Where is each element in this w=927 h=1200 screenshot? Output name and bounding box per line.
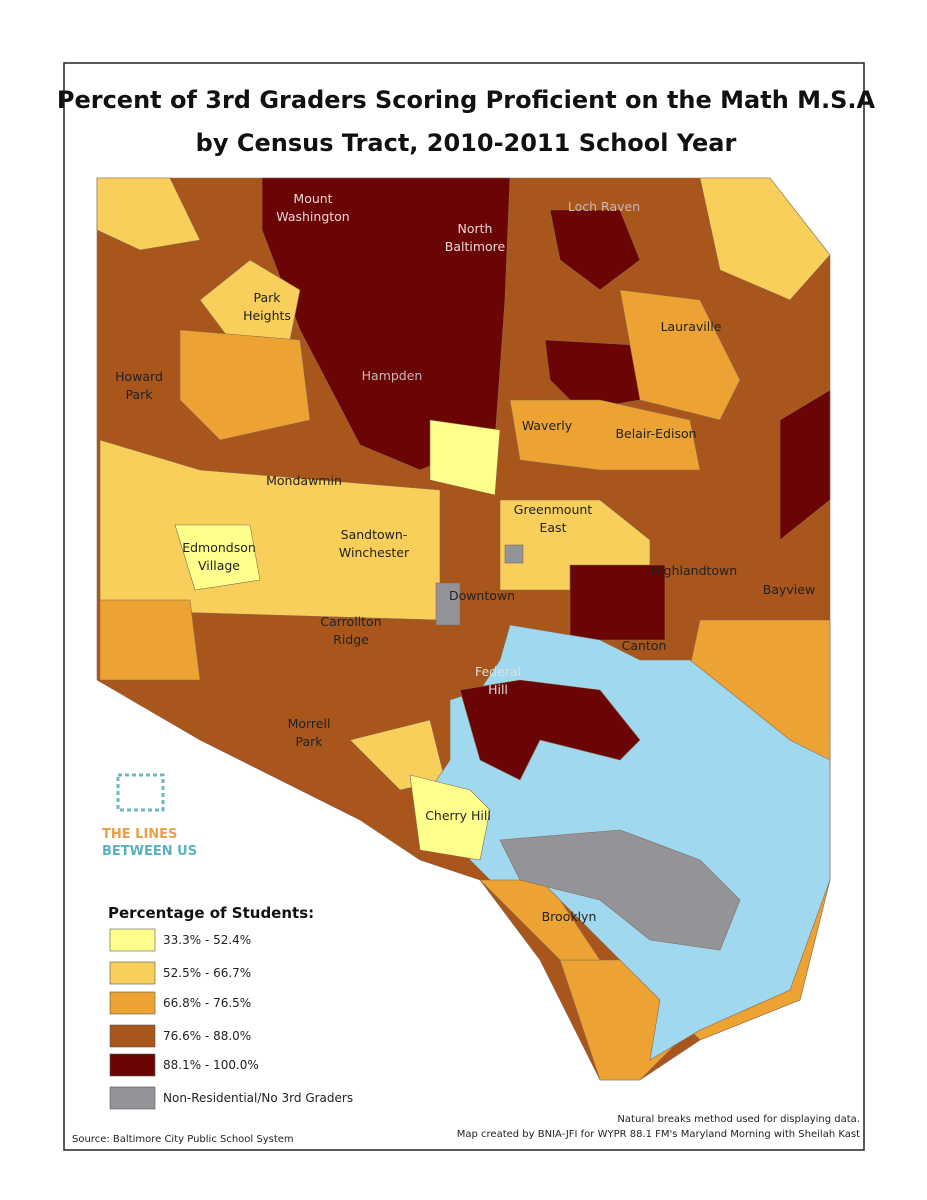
tract-area <box>569 564 666 641</box>
legend-swatch <box>109 961 156 985</box>
tract-area <box>509 399 701 471</box>
legend-swatch <box>109 1053 156 1077</box>
place-label: Belair-Edison <box>615 426 696 441</box>
non-residential <box>435 582 461 626</box>
tract-area <box>459 679 641 781</box>
place-label: Howard Park <box>115 369 163 402</box>
tract-area <box>174 524 261 591</box>
legend-swatch <box>109 1024 156 1048</box>
place-label-line: Belair-Edison <box>615 426 696 441</box>
place-label-line: Ridge <box>333 632 369 647</box>
place-label: Sandtown- Winchester <box>339 527 410 560</box>
place-label-line: Park <box>125 387 153 402</box>
place-label-line: Mondawmin <box>266 473 342 488</box>
place-label: Mondawmin <box>266 473 342 488</box>
place-label: Mount Washington <box>276 191 349 224</box>
legend-label: 76.6% - 88.0% <box>163 1029 251 1043</box>
non-residential <box>499 829 741 951</box>
place-label-line: North <box>458 221 493 236</box>
tract-area <box>99 599 201 681</box>
place-label-line: Downtown <box>449 588 515 603</box>
place-label: North Baltimore <box>445 221 506 254</box>
logo-mark <box>116 773 165 812</box>
title-line: Percent of 3rd Graders Scoring Proficien… <box>57 86 876 114</box>
tract-area <box>199 259 301 341</box>
place-label-line: Morrell <box>288 716 331 731</box>
place-label: Federal Hill <box>475 664 521 697</box>
legend-swatch <box>109 991 156 1015</box>
legend-label: 52.5% - 66.7% <box>163 966 251 980</box>
non-residential <box>504 544 524 564</box>
place-label: Park Heights <box>243 290 291 323</box>
tract-area <box>261 177 511 471</box>
tract-area <box>699 177 831 301</box>
place-label-line: Hampden <box>362 368 423 383</box>
legend-label: Non-Residential/No 3rd Graders <box>163 1091 353 1105</box>
place-label: Downtown <box>449 588 515 603</box>
place-label-line: Edmondson <box>182 540 256 555</box>
note: Natural breaks method used for displayin… <box>617 1114 860 1125</box>
tract-area <box>99 439 441 621</box>
source: Source: Baltimore City Public School Sys… <box>72 1134 294 1145</box>
title-line: by Census Tract, 2010-2011 School Year <box>196 129 737 157</box>
legend-swatch <box>109 1086 156 1110</box>
legend-label: 88.1% - 100.0% <box>163 1058 259 1072</box>
place-label: Waverly <box>522 418 573 433</box>
place-label-line: Greenmount <box>514 502 593 517</box>
tract-area <box>409 774 491 861</box>
place-label-line: Washington <box>276 209 349 224</box>
place-label-line: Mount <box>293 191 332 206</box>
place-label-line: Park <box>295 734 323 749</box>
place-label: Highlandtown <box>651 563 737 578</box>
place-label-line: Loch Raven <box>568 199 640 214</box>
place-label-line: Heights <box>243 308 291 323</box>
tract-area <box>549 209 641 291</box>
place-label: Morrell Park <box>288 716 331 749</box>
place-label: Bayview <box>763 582 815 597</box>
place-label-line: Canton <box>622 638 667 653</box>
legend-label: 66.8% - 76.5% <box>163 996 251 1010</box>
place-label-line: Waverly <box>522 418 573 433</box>
place-label-line: Highlandtown <box>651 563 737 578</box>
city-map <box>96 177 831 1081</box>
place-label-line: Lauraville <box>661 319 722 334</box>
tract-area <box>179 329 311 441</box>
tract-area <box>619 289 741 421</box>
place-label: Lauraville <box>661 319 722 334</box>
place-label-line: East <box>540 520 567 535</box>
legend-title: Percentage of Students: <box>108 904 314 922</box>
logo-text: THE LINES <box>102 827 177 842</box>
place-label: Greenmount East <box>514 502 593 535</box>
logo: THE LINES BETWEEN US <box>102 773 197 859</box>
place-label: Cherry Hill <box>425 808 491 823</box>
tract-area <box>429 419 501 496</box>
place-label-line: Sandtown- <box>341 527 408 542</box>
place-label: Canton <box>622 638 667 653</box>
tract-area <box>96 177 201 251</box>
place-label-line: Howard <box>115 369 163 384</box>
place-label: Brooklyn <box>542 909 597 924</box>
place-label-line: Brooklyn <box>542 909 597 924</box>
place-label-line: Hill <box>488 682 508 697</box>
place-label: Carrollton Ridge <box>320 614 381 647</box>
tract-area <box>779 389 831 541</box>
legend-swatch <box>109 928 156 952</box>
logo-text: BETWEEN US <box>102 844 197 859</box>
legend-label: 33.3% - 52.4% <box>163 933 251 947</box>
place-label: Hampden <box>362 368 423 383</box>
place-label: Loch Raven <box>568 199 640 214</box>
place-label-line: Village <box>198 558 240 573</box>
place-label-line: Bayview <box>763 582 815 597</box>
place-label-line: Winchester <box>339 545 410 560</box>
place-label-line: Park <box>253 290 281 305</box>
place-label-line: Carrollton <box>320 614 381 629</box>
place-label-line: Baltimore <box>445 239 506 254</box>
note: Map created by BNIA-JFI for WYPR 88.1 FM… <box>457 1129 860 1140</box>
place-label-line: Cherry Hill <box>425 808 491 823</box>
place-label-line: Federal <box>475 664 521 679</box>
place-label: Edmondson Village <box>182 540 256 573</box>
